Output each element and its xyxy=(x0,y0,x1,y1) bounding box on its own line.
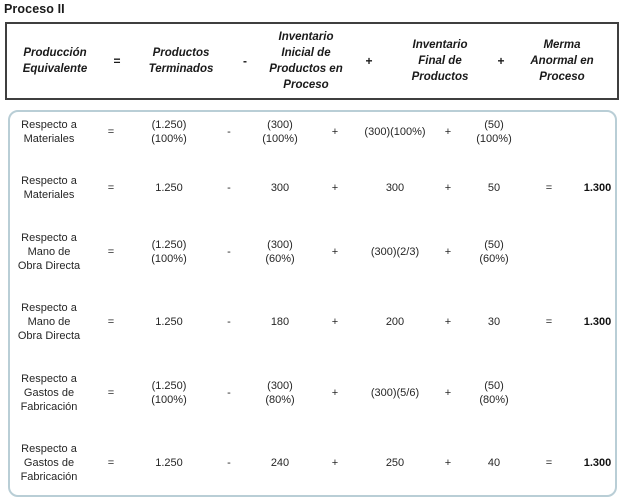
header-equals-sign: = xyxy=(113,54,121,68)
row-result: 1.300 xyxy=(583,316,612,329)
row-label: Respecto a Gastos de Fabricación xyxy=(20,442,78,483)
row-operator-2: + xyxy=(331,316,339,329)
header-merma-anormal: Merma Anormal en Proceso xyxy=(530,39,594,83)
calc-row-materiales-total: Respecto a Materiales = 1.250 - 300 + 30… xyxy=(10,174,615,202)
row-value-3: 250 xyxy=(385,456,405,469)
row-equals: = xyxy=(107,245,115,258)
row-operator-1: - xyxy=(227,245,231,258)
row-equals: = xyxy=(107,456,115,469)
row-operator-1: - xyxy=(227,456,231,469)
calc-row-mano-obra-formula: Respecto a Mano de Obra Directa = (1.250… xyxy=(10,231,615,273)
row-value-4: (50)(80%) xyxy=(479,379,509,406)
row-value-2: 180 xyxy=(270,316,290,329)
calc-row-gastos-total: Respecto a Gastos de Fabricación = 1.250… xyxy=(10,442,615,484)
header-produccion-equivalente: Producción Equivalente xyxy=(22,47,88,75)
row-equals-2: = xyxy=(545,182,553,195)
row-value-2: 300 xyxy=(270,182,290,195)
row-label: Respecto a Materiales xyxy=(21,175,77,202)
calc-row-mano-obra-total: Respecto a Mano de Obra Directa = 1.250 … xyxy=(10,301,615,343)
row-value-4: (50)(100%) xyxy=(476,119,512,145)
row-value-3: (300)(100%) xyxy=(364,126,426,138)
row-value-1: 1.250 xyxy=(155,316,183,329)
formula-header-box: Producción Equivalente = Productos Termi… xyxy=(5,22,619,100)
row-operator-3: + xyxy=(444,245,452,258)
row-label: Respecto a Mano de Obra Directa xyxy=(17,302,81,343)
row-label: Respecto a Materiales xyxy=(21,119,77,145)
row-value-2: 240 xyxy=(270,456,290,469)
row-value-1: (1.250)(100%) xyxy=(151,238,187,265)
row-value-1: (1.250)(100%) xyxy=(151,379,187,406)
row-value-3: (300)(5/6) xyxy=(370,386,420,399)
row-operator-2: + xyxy=(331,182,339,195)
row-operator-1: - xyxy=(227,126,231,138)
calc-row-materiales-formula: Respecto a Materiales = (1.250)(100%) - … xyxy=(10,118,615,146)
row-result: 1.300 xyxy=(583,456,612,469)
row-operator-1: - xyxy=(227,386,231,399)
row-operator-1: - xyxy=(227,316,231,329)
row-operator-3: + xyxy=(444,456,452,469)
row-equals: = xyxy=(107,386,115,399)
row-label: Respecto a Gastos de Fabricación xyxy=(20,372,78,413)
header-minus-sign: - xyxy=(243,54,247,68)
row-operator-3: + xyxy=(444,126,452,138)
row-equals: = xyxy=(107,182,115,195)
row-value-4: 30 xyxy=(487,316,501,329)
header-productos-terminados: Productos Terminados xyxy=(148,47,214,75)
row-equals-2: = xyxy=(545,316,553,329)
calculations-box: Respecto a Materiales = (1.250)(100%) - … xyxy=(8,110,617,497)
row-value-1: 1.250 xyxy=(155,456,183,469)
row-value-1: (1.250)(100%) xyxy=(151,119,187,145)
row-value-3: 200 xyxy=(385,316,405,329)
row-operator-2: + xyxy=(331,126,339,138)
header-inventario-final: Inventario Final de Productos xyxy=(411,39,469,83)
row-equals-2: = xyxy=(545,456,553,469)
row-value-2: (300)(80%) xyxy=(265,379,295,406)
row-value-2: (300)(60%) xyxy=(265,238,295,265)
row-operator-2: + xyxy=(331,245,339,258)
row-equals: = xyxy=(107,126,115,138)
header-inventario-inicial: Inventario Inicial de Productos en Proce… xyxy=(269,31,343,91)
header-plus-sign-1: + xyxy=(365,54,373,68)
row-label: Respecto a Mano de Obra Directa xyxy=(17,231,81,272)
row-result: 1.300 xyxy=(583,182,612,195)
row-operator-3: + xyxy=(444,316,452,329)
row-operator-3: + xyxy=(444,386,452,399)
row-value-3: 300 xyxy=(385,182,405,195)
row-value-1: 1.250 xyxy=(155,182,183,195)
page-title: Proceso II xyxy=(4,2,65,16)
row-operator-2: + xyxy=(331,386,339,399)
row-value-4: 40 xyxy=(487,456,501,469)
header-plus-sign-2: + xyxy=(497,54,505,68)
row-value-2: (300)(100%) xyxy=(262,119,298,145)
row-operator-2: + xyxy=(331,456,339,469)
row-operator-3: + xyxy=(444,182,452,195)
row-value-4: 50 xyxy=(487,182,501,195)
row-operator-1: - xyxy=(227,182,231,195)
row-value-3: (300)(2/3) xyxy=(370,245,420,258)
row-equals: = xyxy=(107,316,115,329)
calc-row-gastos-formula: Respecto a Gastos de Fabricación = (1.25… xyxy=(10,372,615,414)
row-value-4: (50)(60%) xyxy=(479,238,509,265)
